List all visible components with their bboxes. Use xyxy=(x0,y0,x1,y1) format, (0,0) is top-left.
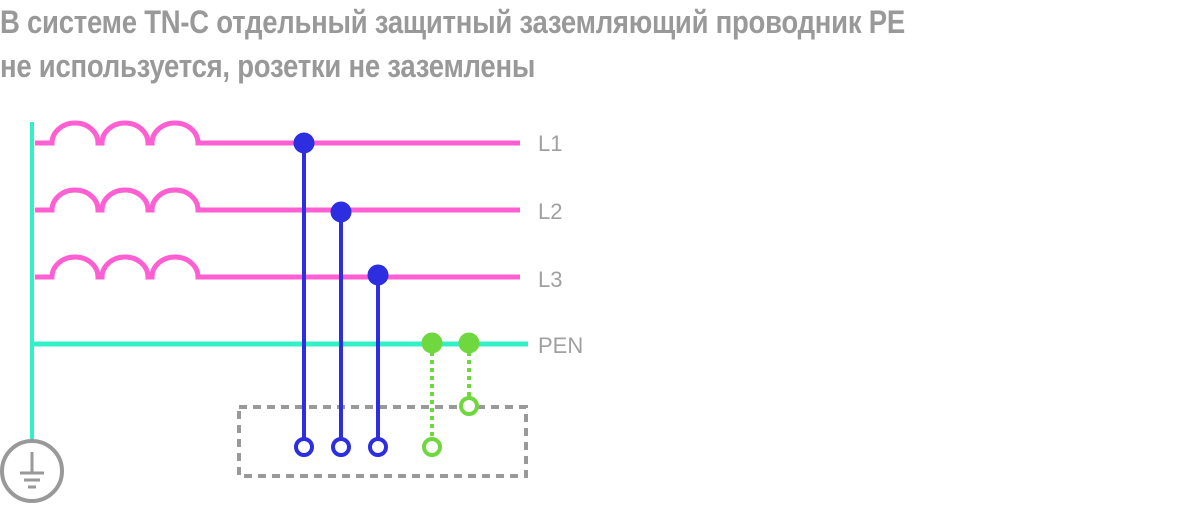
socket-pen-taps xyxy=(421,332,480,457)
socket-terminal xyxy=(368,437,388,457)
label-l3: L3 xyxy=(538,267,562,292)
socket-terminal xyxy=(331,437,351,457)
label-l2: L2 xyxy=(538,199,562,224)
pen-tap-dot xyxy=(421,332,443,354)
diagram-title: В системе TN-C отдельный защитный заземл… xyxy=(0,0,905,88)
socket-terminal xyxy=(294,437,314,457)
ground-symbol-icon xyxy=(0,439,64,503)
phase-line-l3 xyxy=(35,254,520,280)
phase-line-l1 xyxy=(35,120,520,146)
socket-terminal-pen xyxy=(459,396,479,416)
phase-line-l2 xyxy=(35,187,520,213)
socket-terminal-pen xyxy=(422,437,442,457)
label-l1: L1 xyxy=(538,131,562,156)
pen-tap-dot xyxy=(458,332,480,354)
tap-dot-l3 xyxy=(367,264,389,286)
label-pen: PEN xyxy=(538,333,583,358)
title-line-1: В системе TN-C отдельный защитный заземл… xyxy=(0,4,905,40)
tap-dot-l1 xyxy=(293,132,315,154)
tap-dot-l2 xyxy=(330,201,352,223)
title-line-2: не используется, розетки не заземлены xyxy=(0,48,536,84)
socket-box xyxy=(237,405,528,478)
socket-phase-taps xyxy=(293,132,389,457)
